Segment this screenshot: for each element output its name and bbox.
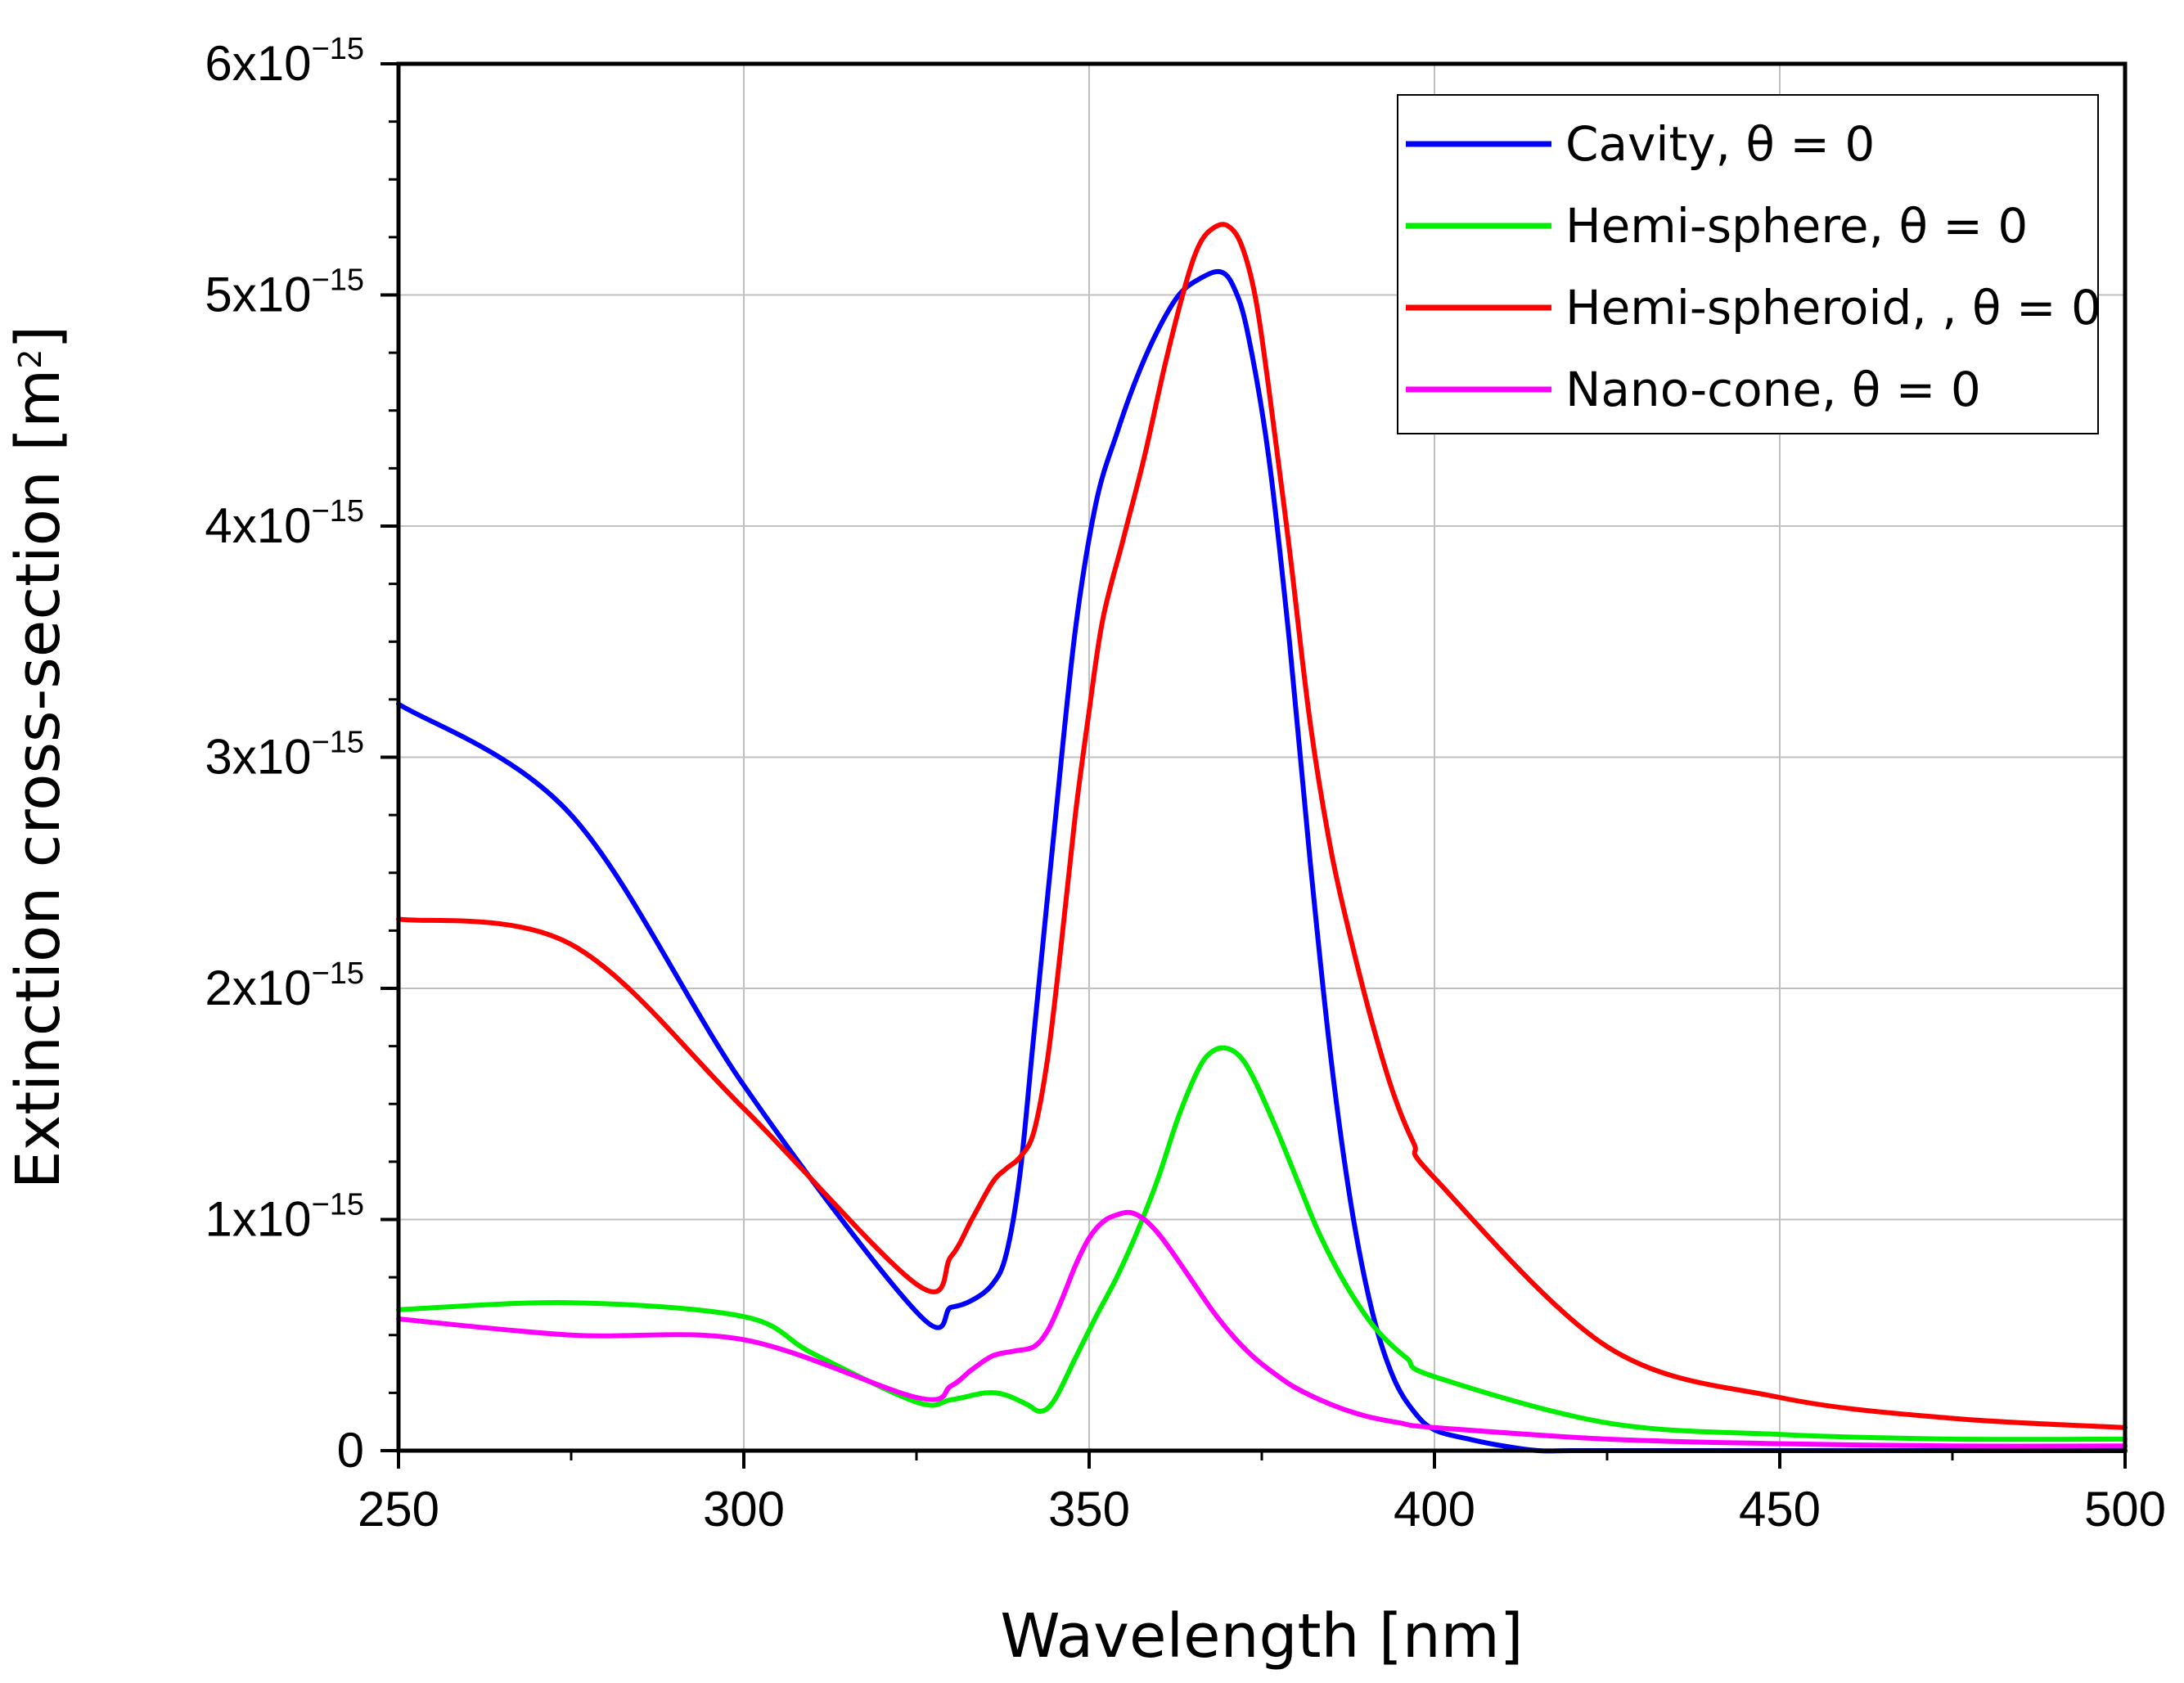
axis-ticks — [381, 62, 2127, 1469]
series-hemi-spheroid-line — [396, 222, 2128, 1430]
series-hemi-sphere-line — [396, 1045, 2128, 1442]
y-tick-label-mantissa: 0 — [337, 1423, 364, 1478]
legend-entry-hemi-spheroid-label: Hemi-spheroid, , θ = 0 — [1565, 280, 2101, 335]
y-tick-label-exponent: −15 — [312, 494, 364, 529]
series-cavity-line — [396, 268, 2128, 1454]
legend-entry-cavity-label: Cavity, θ = 0 — [1565, 116, 1875, 172]
y-tick-label: 2x10−15 — [205, 956, 364, 1015]
x-axis-title: Wavelength [nm] — [1000, 1601, 1523, 1672]
x-tick-label: 500 — [2084, 1482, 2166, 1537]
y-tick-label: 4x10−15 — [205, 494, 364, 553]
y-axis-title-end: ] — [3, 326, 74, 349]
y-tick-label-exponent: −15 — [312, 1188, 364, 1222]
y-tick-label: 5x10−15 — [205, 263, 364, 322]
tick-labels: 250 300 350 400 450 50001x10−152x10−153x10−15… — [205, 32, 2166, 1537]
legend-entry-nano-cone-label: Nano-cone, θ = 0 — [1565, 362, 1981, 417]
y-tick-label-exponent: −15 — [312, 263, 364, 298]
y-tick-label-mantissa: 2x10 — [205, 961, 311, 1015]
legend-box — [1397, 94, 2099, 434]
y-tick-label: 6x10−15 — [205, 32, 364, 91]
y-tick-label: 1x10−15 — [205, 1188, 364, 1247]
y-axis-title-exponent: 2 — [12, 349, 48, 369]
x-tick-label: 350 — [1048, 1482, 1130, 1537]
y-tick-label-mantissa: 3x10 — [205, 730, 311, 785]
series-layer — [396, 222, 2128, 1454]
legend-entry-hemi-sphere-label: Hemi-sphere, θ = 0 — [1565, 198, 2028, 254]
y-tick-label: 0 — [337, 1423, 364, 1478]
y-tick-label-mantissa: 1x10 — [205, 1192, 311, 1247]
series-nano-cone-line — [396, 1209, 2128, 1449]
y-tick-label-mantissa: 4x10 — [205, 498, 311, 553]
x-tick-label: 400 — [1394, 1482, 1475, 1537]
y-tick-label-exponent: −15 — [312, 726, 364, 760]
y-axis-title: Extinction cross-section [m2] — [3, 326, 74, 1190]
y-tick-label-exponent: −15 — [312, 32, 364, 66]
x-tick-label: 450 — [1739, 1482, 1821, 1537]
y-tick-label-mantissa: 5x10 — [205, 268, 311, 322]
y-tick-label: 3x10−15 — [205, 726, 364, 785]
y-tick-label-mantissa: 6x10 — [205, 36, 311, 91]
y-tick-label-exponent: −15 — [312, 956, 364, 991]
x-tick-label: 300 — [703, 1482, 785, 1537]
x-tick-label: 250 — [358, 1482, 439, 1537]
legend: Cavity, θ = 0 Hemi-sphere, θ = 0 Hemi-sphe… — [1397, 94, 2101, 434]
y-axis-title-main: Extinction cross-section [m — [3, 369, 74, 1190]
